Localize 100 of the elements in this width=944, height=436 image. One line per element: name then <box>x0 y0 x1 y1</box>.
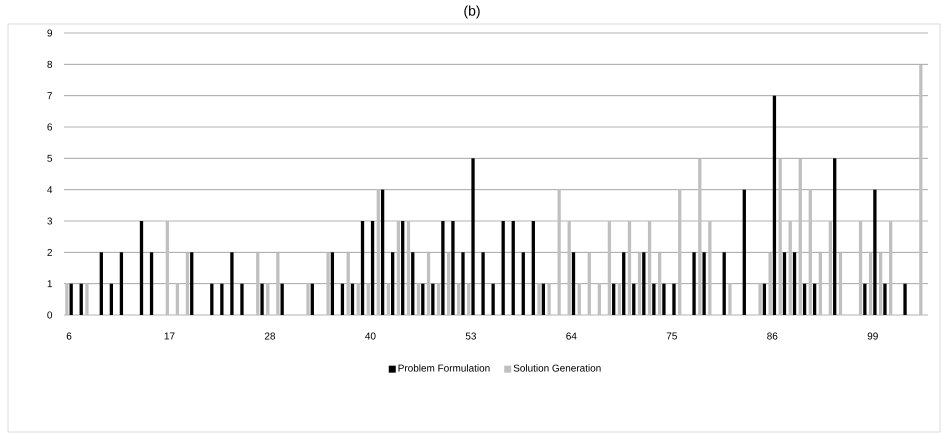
bar <box>502 221 505 315</box>
y-tick-label: 2 <box>47 248 52 256</box>
bar <box>70 284 73 315</box>
bar <box>391 252 394 315</box>
bar <box>702 252 706 315</box>
bar <box>467 284 470 315</box>
bar <box>431 284 434 315</box>
bar <box>782 252 786 315</box>
bar <box>828 221 832 315</box>
bar <box>230 252 234 315</box>
x-tick-label: 6 <box>66 332 72 340</box>
bar <box>768 252 772 315</box>
legend-label: Problem Formulation <box>398 364 490 372</box>
bar <box>471 158 475 315</box>
bar <box>446 252 450 315</box>
bar <box>572 252 576 315</box>
bar <box>260 284 264 315</box>
bar <box>416 284 420 315</box>
bar <box>612 284 616 315</box>
bar <box>80 284 83 315</box>
bar <box>802 284 806 315</box>
bar <box>436 284 440 315</box>
bar <box>652 284 656 315</box>
bar <box>522 252 525 315</box>
bar <box>742 190 746 315</box>
bar <box>451 221 455 315</box>
bar <box>863 284 866 315</box>
bar <box>632 284 636 315</box>
bar <box>85 284 89 315</box>
bar <box>798 158 802 315</box>
bar <box>642 252 646 315</box>
bar <box>461 252 465 315</box>
bar <box>330 252 334 315</box>
bar <box>380 190 384 315</box>
bar <box>792 252 796 315</box>
x-tick-label: 64 <box>566 332 577 340</box>
bar <box>608 221 612 315</box>
bar <box>919 64 922 315</box>
bar <box>708 221 712 315</box>
x-tick-label: 86 <box>767 332 778 340</box>
bar <box>441 221 445 315</box>
bar <box>360 221 364 315</box>
y-tick-label: 8 <box>47 60 52 68</box>
legend-label: Solution Generation <box>514 364 601 372</box>
bar <box>110 284 114 315</box>
bar <box>140 221 144 315</box>
bar <box>356 284 360 315</box>
bar <box>306 284 310 315</box>
x-tick-label: 75 <box>666 332 677 340</box>
bar <box>598 284 601 315</box>
bar <box>547 284 551 315</box>
bar <box>280 284 284 315</box>
bar <box>256 252 260 315</box>
bar <box>903 284 907 315</box>
bar <box>276 252 280 315</box>
bar <box>833 158 836 315</box>
bar <box>65 284 69 315</box>
bar <box>558 190 561 315</box>
bar <box>568 221 571 315</box>
x-tick-label: 17 <box>164 332 175 340</box>
bar <box>350 284 354 315</box>
bar <box>532 221 535 315</box>
bar <box>618 284 622 315</box>
bar <box>698 158 702 315</box>
bar <box>537 284 541 315</box>
bar <box>762 284 766 315</box>
bar <box>166 221 169 315</box>
bar <box>889 221 892 315</box>
bar <box>692 252 696 315</box>
y-tick-label: 3 <box>47 217 52 225</box>
bar <box>868 252 872 315</box>
bar <box>366 284 370 315</box>
bar <box>648 221 652 315</box>
bar <box>812 284 816 315</box>
bar <box>457 284 460 315</box>
bar <box>481 252 485 315</box>
bar <box>411 252 414 315</box>
bar <box>210 284 214 315</box>
bar <box>678 190 682 315</box>
y-tick-label: 1 <box>48 280 52 288</box>
bar <box>220 284 224 315</box>
bar <box>396 221 400 315</box>
chart-title: (b) <box>464 5 480 18</box>
bar <box>120 252 124 315</box>
bar <box>728 284 732 315</box>
bar <box>622 252 626 315</box>
bar <box>672 284 676 315</box>
bar <box>758 284 762 315</box>
bar <box>240 284 244 315</box>
bar <box>376 190 380 315</box>
bar <box>588 252 591 315</box>
bar <box>150 252 154 315</box>
bar <box>578 284 581 315</box>
bar <box>370 221 374 315</box>
bar <box>638 252 642 315</box>
bar <box>512 221 515 315</box>
y-tick-label: 4 <box>47 186 52 194</box>
x-tick-label: 99 <box>868 332 878 340</box>
bar <box>421 284 424 315</box>
bar <box>190 252 194 315</box>
